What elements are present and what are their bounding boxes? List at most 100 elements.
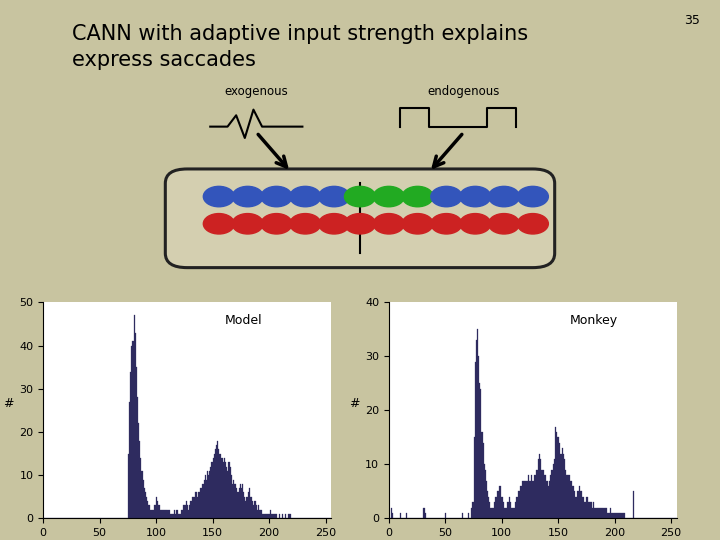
Bar bbox=[234, 484, 235, 518]
Bar bbox=[558, 437, 559, 518]
Bar bbox=[544, 475, 546, 518]
Bar bbox=[226, 467, 228, 518]
Bar bbox=[462, 513, 464, 518]
Bar bbox=[538, 459, 539, 518]
Bar bbox=[565, 470, 566, 518]
Bar bbox=[154, 505, 155, 518]
Bar bbox=[141, 471, 143, 518]
Bar bbox=[506, 508, 508, 518]
Bar bbox=[600, 508, 601, 518]
Bar bbox=[562, 448, 563, 518]
Bar bbox=[197, 497, 198, 518]
Bar bbox=[616, 513, 617, 518]
Bar bbox=[487, 491, 488, 518]
Text: CANN with adaptive input strength explains
express saccades: CANN with adaptive input strength explai… bbox=[72, 24, 528, 70]
Circle shape bbox=[402, 213, 433, 234]
Bar bbox=[225, 462, 226, 518]
Bar bbox=[603, 508, 605, 518]
Bar bbox=[518, 491, 520, 518]
Bar bbox=[198, 492, 199, 518]
Bar bbox=[610, 508, 611, 518]
Bar bbox=[598, 508, 599, 518]
Bar bbox=[500, 497, 502, 518]
Bar bbox=[143, 480, 144, 518]
Bar bbox=[594, 508, 595, 518]
Bar bbox=[253, 505, 254, 518]
Bar bbox=[202, 484, 204, 518]
Bar bbox=[530, 481, 531, 518]
Bar bbox=[478, 356, 479, 518]
Bar bbox=[164, 510, 165, 518]
Bar bbox=[282, 514, 283, 518]
Bar bbox=[218, 449, 220, 518]
Bar bbox=[238, 488, 240, 518]
Bar bbox=[289, 514, 291, 518]
Bar bbox=[541, 470, 542, 518]
Bar bbox=[605, 508, 606, 518]
Bar bbox=[266, 514, 267, 518]
Bar bbox=[566, 475, 567, 518]
Bar bbox=[150, 510, 152, 518]
Bar bbox=[220, 458, 222, 518]
Bar bbox=[572, 486, 573, 518]
Bar bbox=[260, 510, 261, 518]
Bar bbox=[568, 475, 570, 518]
Bar bbox=[189, 505, 190, 518]
Circle shape bbox=[344, 186, 376, 207]
Bar bbox=[611, 513, 613, 518]
Bar bbox=[207, 471, 208, 518]
Bar bbox=[152, 510, 153, 518]
Bar bbox=[251, 497, 252, 518]
Bar bbox=[619, 513, 621, 518]
Bar bbox=[242, 484, 243, 518]
Bar bbox=[531, 475, 532, 518]
Bar bbox=[268, 514, 269, 518]
Bar bbox=[250, 497, 251, 518]
Bar bbox=[171, 514, 172, 518]
Bar bbox=[423, 508, 424, 518]
Bar bbox=[512, 508, 513, 518]
Bar bbox=[244, 497, 246, 518]
Bar bbox=[599, 508, 600, 518]
Bar bbox=[484, 464, 485, 518]
Bar bbox=[581, 491, 582, 518]
Bar bbox=[495, 497, 496, 518]
Bar bbox=[165, 510, 166, 518]
Bar bbox=[503, 502, 504, 518]
Bar bbox=[180, 514, 181, 518]
Bar bbox=[241, 488, 242, 518]
Bar bbox=[136, 367, 137, 518]
Bar bbox=[523, 481, 524, 518]
Bar bbox=[505, 508, 506, 518]
Bar bbox=[479, 383, 480, 518]
Bar bbox=[584, 502, 585, 518]
Bar bbox=[163, 510, 164, 518]
Bar bbox=[580, 491, 581, 518]
Bar bbox=[216, 445, 217, 518]
Bar bbox=[615, 513, 616, 518]
Bar bbox=[252, 501, 253, 518]
Bar bbox=[555, 427, 556, 518]
Circle shape bbox=[318, 186, 350, 207]
Bar bbox=[617, 513, 618, 518]
Bar bbox=[166, 510, 168, 518]
Bar bbox=[147, 501, 148, 518]
Bar bbox=[129, 402, 130, 518]
Bar bbox=[267, 514, 268, 518]
Bar bbox=[593, 502, 594, 518]
Bar bbox=[539, 454, 540, 518]
Bar bbox=[264, 514, 266, 518]
FancyBboxPatch shape bbox=[166, 169, 554, 268]
Bar bbox=[406, 513, 407, 518]
Bar bbox=[595, 508, 597, 518]
Bar bbox=[174, 510, 176, 518]
Bar bbox=[270, 510, 271, 518]
Bar bbox=[425, 513, 426, 518]
Bar bbox=[215, 449, 216, 518]
Bar bbox=[179, 514, 180, 518]
Bar bbox=[534, 475, 536, 518]
Bar bbox=[276, 514, 277, 518]
Bar bbox=[288, 514, 289, 518]
Bar bbox=[279, 514, 280, 518]
Bar bbox=[190, 501, 191, 518]
